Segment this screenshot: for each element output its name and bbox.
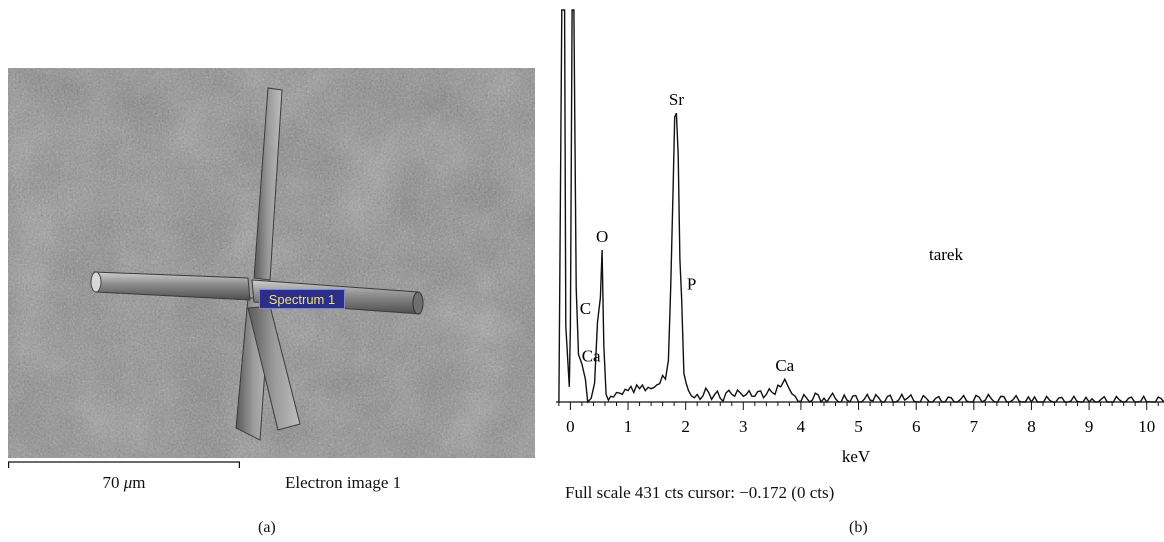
panel-a-letter: (a) <box>258 519 276 536</box>
eds-tick-label: 5 <box>854 417 863 436</box>
panel-b-letter: (b) <box>849 519 868 536</box>
sem-micrograph <box>8 68 535 458</box>
scale-value: 70 <box>102 473 120 492</box>
eds-tick-label: 10 <box>1138 417 1155 436</box>
scale-bar-label: 70 μm <box>8 473 240 493</box>
eds-tick-label: 4 <box>797 417 806 436</box>
scale-bar <box>8 461 240 468</box>
eds-peak-label-o: O <box>596 227 608 246</box>
eds-spectrum-chart: 0 1 2 3 4 5 6 7 8 9 10 Sr O P C Ca Ca keV tarek <box>556 9 1164 466</box>
eds-tick-label: 7 <box>970 417 979 436</box>
scale-unit-mu: μ <box>123 473 133 492</box>
eds-tick-label: 2 <box>681 417 690 436</box>
eds-peak-label-ca: Ca <box>582 347 601 366</box>
eds-sample-label: tarek <box>929 245 963 264</box>
scale-unit-rest: m <box>132 473 146 492</box>
eds-footer-status: Full scale 431 cts cursor: −0.172 (0 cts… <box>565 483 835 502</box>
eds-series-line-0 <box>558 9 1164 404</box>
eds-tick-label: 0 <box>566 417 575 436</box>
eds-tick-label: 1 <box>624 417 633 436</box>
eds-peak-label-sr: Sr <box>669 90 684 109</box>
eds-x-ticks: 0 1 2 3 4 5 6 7 8 9 10 <box>558 402 1159 436</box>
eds-tick-label: 3 <box>739 417 748 436</box>
eds-series-group <box>558 9 1164 404</box>
eds-x-axis-label: keV <box>842 447 871 466</box>
eds-tick-label: 6 <box>912 417 921 436</box>
eds-peak-label-c: C <box>580 299 591 318</box>
eds-annotations: Sr O P C Ca Ca <box>580 90 795 375</box>
eds-peak-label-p: P <box>687 275 696 294</box>
spectrum-1-label: Spectrum 1 <box>259 289 345 309</box>
eds-peak-label-ca: Ca <box>775 356 794 375</box>
eds-tick-label: 9 <box>1085 417 1094 436</box>
electron-image-caption: Electron image 1 <box>285 473 402 492</box>
eds-tick-label: 8 <box>1027 417 1036 436</box>
